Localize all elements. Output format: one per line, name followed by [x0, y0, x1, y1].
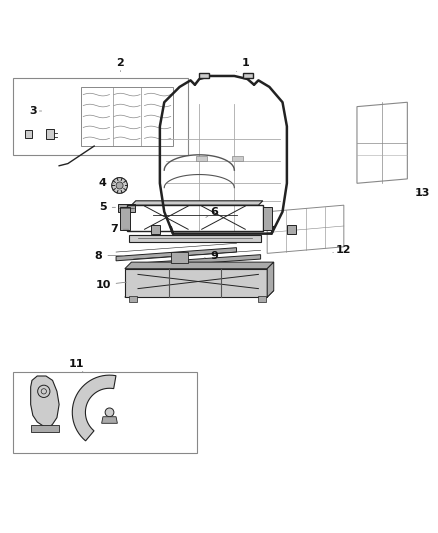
Polygon shape [116, 248, 237, 261]
Polygon shape [125, 262, 274, 269]
Text: 12: 12 [333, 245, 352, 255]
Bar [81, 87, 173, 146]
Bar [263, 207, 272, 230]
Polygon shape [125, 290, 274, 297]
Text: 1: 1 [237, 58, 249, 71]
Bar [196, 156, 207, 161]
Bar [25, 130, 32, 138]
Circle shape [112, 177, 127, 193]
Text: 7: 7 [110, 224, 129, 235]
Polygon shape [134, 255, 261, 268]
Text: 8: 8 [95, 251, 124, 261]
Bar [118, 204, 135, 212]
Bar [13, 78, 188, 155]
Polygon shape [287, 225, 296, 233]
Bar [232, 156, 243, 161]
Circle shape [41, 389, 46, 394]
Text: 3: 3 [29, 106, 42, 116]
Polygon shape [102, 417, 117, 423]
Text: 11: 11 [69, 359, 85, 373]
Bar [31, 425, 59, 432]
Bar [127, 205, 263, 231]
Text: 6: 6 [206, 207, 219, 217]
Polygon shape [131, 201, 263, 205]
Bar [129, 296, 137, 302]
Text: 5: 5 [99, 203, 116, 212]
Polygon shape [125, 269, 267, 297]
Bar [258, 296, 266, 302]
Bar [171, 252, 188, 263]
Bar [243, 73, 253, 78]
Bar [13, 372, 197, 453]
Bar [199, 73, 209, 78]
Text: 13: 13 [415, 188, 431, 198]
Text: 2: 2 [117, 58, 124, 71]
Bar [120, 207, 130, 230]
Circle shape [105, 408, 114, 417]
Circle shape [116, 182, 123, 189]
Polygon shape [31, 376, 59, 426]
Polygon shape [151, 225, 160, 233]
Polygon shape [72, 375, 116, 441]
Bar [46, 128, 54, 140]
Polygon shape [267, 262, 274, 297]
Text: 9: 9 [204, 251, 219, 261]
Text: 4: 4 [99, 178, 114, 188]
Text: 10: 10 [95, 280, 127, 290]
Bar [129, 235, 261, 243]
